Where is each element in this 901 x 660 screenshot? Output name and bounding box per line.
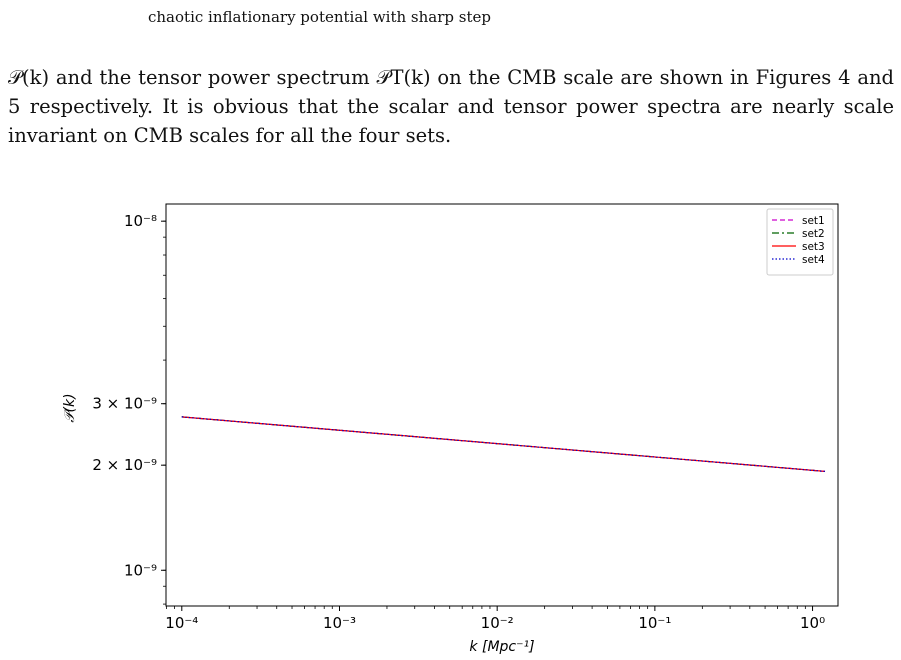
legend-label-set1: set1	[802, 215, 825, 227]
x-tick-label: 10⁻³	[323, 614, 356, 632]
x-tick-label: 10⁻¹	[638, 614, 671, 632]
paragraph-text: 𝒫(k) and the tensor power spectrum 𝒫T(k)…	[8, 66, 894, 147]
running-title: chaotic inflationary potential with shar…	[148, 8, 491, 26]
y-tick-label: 10⁻⁹	[124, 561, 157, 579]
series-line-set4	[181, 416, 826, 472]
plot-frame	[165, 203, 839, 607]
y-tick-label: 3 × 10⁻⁹	[92, 395, 157, 413]
y-tick-label: 10⁻⁸	[124, 212, 157, 230]
x-tick-label: 10⁰	[800, 614, 825, 632]
y-axis-label: 𝒫(k)	[62, 393, 78, 422]
x-tick-label: 10⁻⁴	[165, 614, 198, 632]
body-paragraph: 𝒫(k) and the tensor power spectrum 𝒫T(k)…	[8, 63, 894, 150]
y-tick-label: 2 × 10⁻⁹	[92, 456, 157, 474]
x-axis-label: k [Mpc⁻¹]	[469, 639, 534, 655]
legend-label-set3: set3	[802, 241, 825, 253]
legend-label-set2: set2	[802, 228, 825, 240]
x-tick-label: 10⁻²	[481, 614, 514, 632]
legend-label-set4: set4	[802, 254, 825, 266]
